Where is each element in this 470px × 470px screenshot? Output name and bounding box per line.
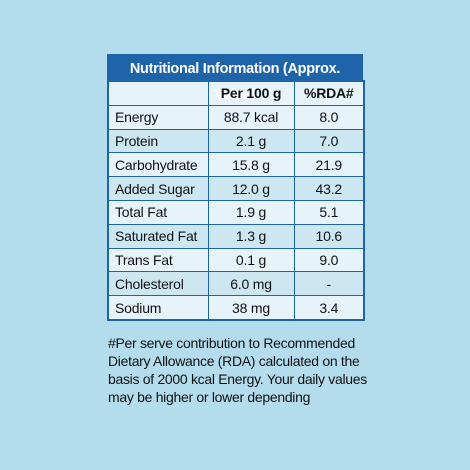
rda-value: 9.0	[293, 247, 365, 273]
column-header-rda: %RDA#	[293, 80, 365, 106]
per-100g-value: 88.7 kcal	[207, 104, 295, 130]
rda-value: -	[293, 271, 365, 297]
per-100g-value: 1.9 g	[207, 199, 295, 225]
column-header-nutrient	[107, 80, 209, 106]
rda-value: 5.1	[293, 199, 365, 225]
table-row: Total Fat 1.9 g 5.1	[107, 199, 365, 225]
table-row: Protein 2.1 g 7.0	[107, 128, 365, 154]
nutrient-name: Saturated Fat	[107, 223, 209, 249]
nutrient-name: Cholesterol	[107, 271, 209, 297]
column-header-per-100g: Per 100 g	[207, 80, 295, 106]
per-100g-value: 38 mg	[207, 295, 295, 321]
table-row: Cholesterol 6.0 mg -	[107, 271, 365, 297]
nutrient-name: Energy	[107, 104, 209, 130]
rda-value: 8.0	[293, 104, 365, 130]
nutrient-name: Carbohydrate	[107, 152, 209, 178]
table-row: Carbohydrate 15.8 g 21.9	[107, 152, 365, 178]
nutrient-name: Total Fat	[107, 199, 209, 225]
rda-value: 10.6	[293, 223, 365, 249]
rda-value: 3.4	[293, 295, 365, 321]
nutrition-title: Nutritional Information (Approx. Value)	[107, 54, 363, 103]
rda-value: 7.0	[293, 128, 365, 154]
table-row: Sodium 38 mg 3.4	[107, 295, 365, 321]
nutrient-name: Sodium	[107, 295, 209, 321]
table-header-row: Per 100 g %RDA#	[107, 80, 365, 106]
per-100g-value: 0.1 g	[207, 247, 295, 273]
table-row: Energy 88.7 kcal 8.0	[107, 104, 365, 130]
table-row: Trans Fat 0.1 g 9.0	[107, 247, 365, 273]
per-100g-value: 2.1 g	[207, 128, 295, 154]
nutrition-panel: Nutritional Information (Approx. Value) …	[107, 54, 365, 321]
per-100g-value: 6.0 mg	[207, 271, 295, 297]
per-100g-value: 15.8 g	[207, 152, 295, 178]
table-row: Added Sugar 12.0 g 43.2	[107, 176, 365, 201]
nutrient-name: Added Sugar	[107, 176, 209, 201]
rda-value: 21.9	[293, 152, 365, 178]
rda-value: 43.2	[293, 176, 365, 201]
per-100g-value: 1.3 g	[207, 223, 295, 249]
nutrient-name: Trans Fat	[107, 247, 209, 273]
table-row: Saturated Fat 1.3 g 10.6	[107, 223, 365, 249]
rda-footnote: #Per serve contribution to Recommended D…	[108, 335, 367, 405]
per-100g-value: 12.0 g	[207, 176, 295, 201]
nutrition-table: Per 100 g %RDA# Energy 88.7 kcal 8.0 Protei…	[107, 80, 365, 321]
nutrient-name: Protein	[107, 128, 209, 154]
